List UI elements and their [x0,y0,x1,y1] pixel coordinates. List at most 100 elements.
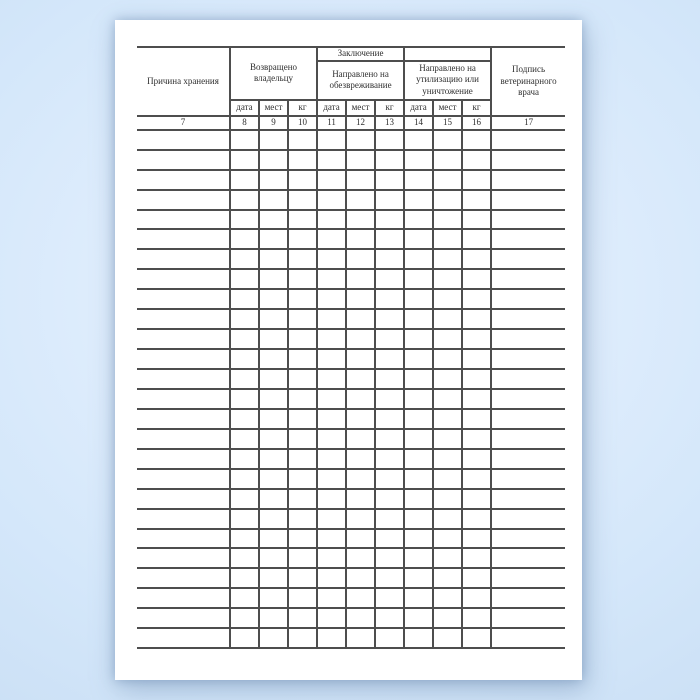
log-cell [286,148,319,171]
log-cell [461,308,493,331]
log-cell [229,228,260,251]
log-cell [229,148,260,171]
log-cell [286,567,319,590]
log-cell [432,427,464,450]
log-cell [229,587,260,610]
log-row [137,128,566,151]
log-cell [258,148,289,171]
log-cell [137,228,231,251]
header-sent-for-disposal: Направлено на утилизацию или уничтожение [403,59,492,101]
log-cell [316,467,348,490]
log-cell [229,547,260,570]
log-cell [432,387,464,410]
log-cell [229,168,260,191]
log-cell [286,268,319,291]
log-cell [258,288,289,311]
log-cell [403,407,435,430]
log-cell [345,168,377,191]
log-cell [258,188,289,211]
log-row [137,547,566,570]
log-cell [432,447,464,470]
log-cell [374,208,406,231]
log-cell [345,268,377,291]
header-reason-for-storage: Причина хранения [137,46,231,117]
log-cell [258,348,289,370]
log-cell [137,148,231,171]
log-cell [432,128,464,151]
log-cell [490,467,566,490]
log-cell [316,368,348,390]
log-cell [345,128,377,151]
log-cell [432,368,464,390]
log-cell [403,228,435,251]
log-cell [258,587,289,610]
log-cell [345,308,377,331]
log-cell [286,348,319,370]
column-number-15: 15 [432,114,464,131]
log-cell [403,188,435,211]
column-number-10: 10 [286,114,319,131]
log-cell [137,208,231,231]
log-cell [490,447,566,470]
log-cell [461,467,493,490]
log-cell [258,168,289,191]
log-cell [490,248,566,271]
log-cell [316,487,348,510]
column-number-8: 8 [229,114,260,131]
column-number-11: 11 [316,114,348,131]
log-cell [403,248,435,271]
log-row [137,228,566,251]
log-cell [432,407,464,430]
log-cell [461,507,493,530]
log-cell [258,328,289,351]
log-cell [137,547,231,570]
log-cell [403,268,435,291]
log-cell [345,627,377,650]
log-cell [345,368,377,390]
log-row [137,427,566,450]
log-cell [403,168,435,191]
column-number-row: 7 8 9 10 11 12 13 14 15 16 17 [137,114,566,131]
log-cell [229,128,260,151]
log-cell [137,407,231,430]
log-row [137,387,566,410]
log-cell [490,348,566,370]
log-cell [490,387,566,410]
log-cell [229,487,260,510]
log-cell [374,268,406,291]
log-cell [374,487,406,510]
log-cell [345,567,377,590]
log-cell [374,188,406,211]
log-cell [258,467,289,490]
log-cell [345,467,377,490]
log-cell [432,208,464,231]
log-cell [258,268,289,291]
log-cell [137,288,231,311]
log-cell [258,607,289,630]
log-cell [461,407,493,430]
log-cell [374,607,406,630]
log-cell [286,188,319,211]
header-conclusion: Заключение [316,46,406,62]
log-cell [403,427,435,450]
log-cell [461,587,493,610]
log-cell [286,168,319,191]
log-cell [461,288,493,311]
log-cell [345,507,377,530]
log-cell [286,527,319,550]
log-cell [316,348,348,370]
header-veterinarian-signature: Подпись ветеринарного врача [490,46,566,117]
log-row [137,248,566,271]
log-cell [490,328,566,351]
header-row-conclusion: Причина хранения Возвращено владельцу За… [137,46,566,117]
log-row [137,168,566,191]
log-row [137,208,566,231]
log-cell [137,308,231,331]
log-cell [286,208,319,231]
log-cell [490,148,566,171]
column-number-16: 16 [461,114,493,131]
log-cell [229,348,260,370]
log-cell [229,188,260,211]
log-row [137,368,566,390]
log-cell [461,487,493,510]
